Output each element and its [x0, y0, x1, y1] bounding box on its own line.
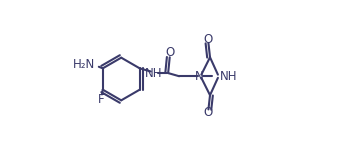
Text: O: O [204, 33, 213, 46]
Text: H₂N: H₂N [73, 58, 95, 71]
Text: O: O [165, 46, 174, 59]
Text: F: F [98, 93, 105, 106]
Text: NH: NH [220, 70, 237, 83]
Text: O: O [204, 106, 213, 119]
Text: NH: NH [145, 67, 163, 80]
Text: N: N [195, 70, 204, 83]
